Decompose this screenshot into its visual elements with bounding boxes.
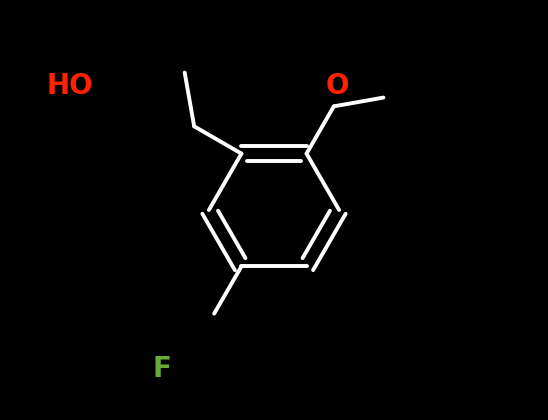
Text: O: O — [326, 72, 350, 100]
Text: HO: HO — [47, 72, 93, 100]
Text: F: F — [152, 355, 171, 383]
